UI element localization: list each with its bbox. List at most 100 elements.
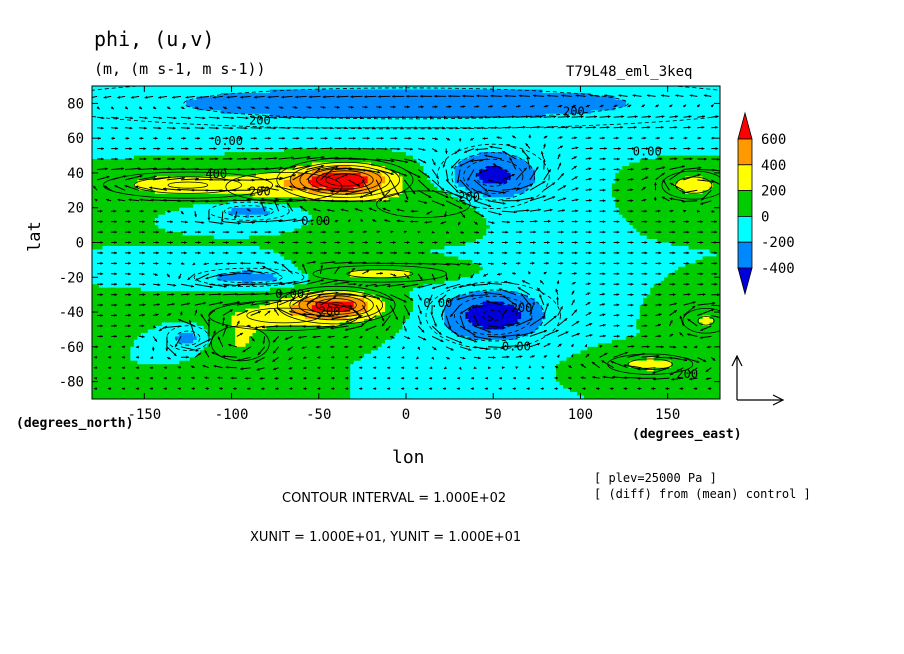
- field-cell: [486, 149, 490, 153]
- field-cell: [553, 145, 557, 149]
- field-cell: [246, 163, 250, 167]
- field-cell: [416, 89, 420, 93]
- field-cell: [287, 149, 291, 153]
- field-cell: [280, 86, 284, 90]
- field-cell: [343, 142, 347, 146]
- field-cell: [703, 107, 707, 111]
- field-cell: [155, 163, 159, 167]
- field-cell: [532, 110, 536, 114]
- field-cell: [252, 152, 256, 156]
- field-cell: [169, 169, 173, 173]
- field-cell: [678, 135, 682, 139]
- field-cell: [158, 103, 162, 107]
- field-cell: [280, 163, 284, 167]
- field-cell: [671, 163, 675, 167]
- field-cell: [294, 121, 298, 125]
- field-cell: [594, 86, 598, 90]
- field-cell: [612, 169, 616, 173]
- field-cell: [678, 100, 682, 104]
- field-cell: [183, 93, 187, 97]
- field-cell: [580, 159, 584, 163]
- field-cell: [710, 100, 714, 104]
- field-cell: [685, 163, 689, 167]
- field-cell: [668, 149, 672, 153]
- field-cell: [518, 128, 522, 132]
- field-cell: [406, 163, 410, 167]
- field-cell: [441, 110, 445, 114]
- field-cell: [176, 128, 180, 132]
- field-cell: [507, 149, 511, 153]
- field-cell: [291, 110, 295, 114]
- field-cell: [99, 103, 103, 107]
- field-cell: [375, 142, 379, 146]
- field-cell: [357, 89, 361, 93]
- field-cell: [375, 100, 379, 104]
- field-cell: [280, 131, 284, 135]
- field-cell: [116, 89, 120, 93]
- field-cell: [608, 163, 612, 167]
- field-cell: [207, 121, 211, 125]
- field-cell: [692, 152, 696, 156]
- field-cell: [197, 110, 201, 114]
- field-cell: [647, 86, 651, 90]
- field-cell: [573, 142, 577, 146]
- field-cell: [427, 96, 431, 100]
- field-cell: [441, 121, 445, 125]
- field-cell: [504, 128, 508, 132]
- field-cell: [580, 89, 584, 93]
- field-cell: [664, 145, 668, 149]
- field-cell: [430, 121, 434, 125]
- field-cell: [322, 89, 326, 93]
- chart-subtitle: (m, (m s-1, m s-1)): [94, 60, 266, 78]
- field-cell: [549, 176, 553, 180]
- field-cell: [371, 89, 375, 93]
- field-cell: [448, 156, 452, 160]
- field-cell: [500, 110, 504, 114]
- field-cell: [587, 86, 591, 90]
- field-cell: [409, 96, 413, 100]
- field-cell: [507, 110, 511, 114]
- field-cell: [225, 159, 229, 163]
- field-cell: [151, 100, 155, 104]
- field-cell: [144, 110, 148, 114]
- field-cell: [553, 110, 557, 114]
- field-cell: [713, 131, 717, 135]
- field-cell: [654, 89, 658, 93]
- field-cell: [204, 152, 208, 156]
- field-cell: [225, 93, 229, 97]
- field-cell: [120, 159, 124, 163]
- field-cell: [465, 169, 469, 173]
- field-cell: [591, 138, 595, 142]
- field-cell: [675, 142, 679, 146]
- field-cell: [406, 131, 410, 135]
- field-cell: [308, 89, 312, 93]
- field-cell: [633, 96, 637, 100]
- field-cell: [427, 110, 431, 114]
- field-cell: [315, 142, 319, 146]
- field-cell: [340, 163, 344, 167]
- field-cell: [647, 131, 651, 135]
- field-cell: [696, 96, 700, 100]
- field-cell: [608, 159, 612, 163]
- field-cell: [556, 117, 560, 121]
- field-cell: [329, 131, 333, 135]
- field-cell: [703, 103, 707, 107]
- field-cell: [284, 110, 288, 114]
- field-cell: [685, 131, 689, 135]
- field-cell: [120, 128, 124, 132]
- field-cell: [685, 173, 689, 177]
- field-cell: [490, 110, 494, 114]
- field-cell: [689, 166, 693, 170]
- field-cell: [710, 163, 714, 167]
- field-cell: [95, 173, 99, 177]
- field-cell: [661, 107, 665, 111]
- field-cell: [451, 110, 455, 114]
- field-cell: [343, 169, 347, 173]
- field-cell: [197, 93, 201, 97]
- field-cell: [507, 121, 511, 125]
- field-cell: [308, 142, 312, 146]
- field-cell: [539, 100, 543, 104]
- field-cell: [106, 86, 110, 90]
- field-cell: [375, 152, 379, 156]
- field-cell: [172, 142, 176, 146]
